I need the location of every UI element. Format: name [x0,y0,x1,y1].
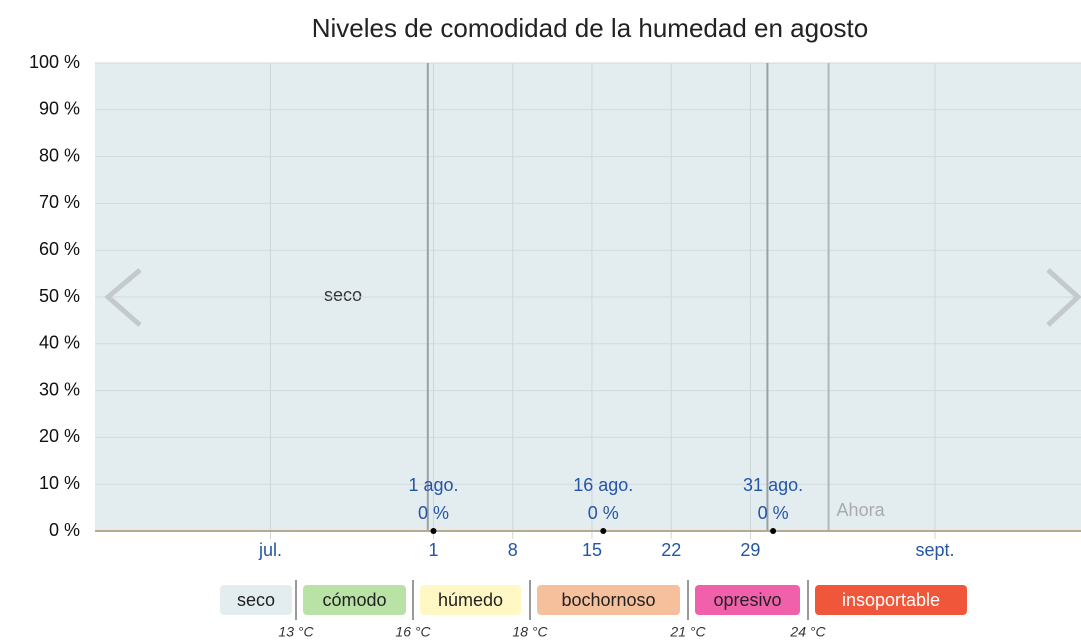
threshold-label: 24 °C [789,624,826,640]
legend-swatch [420,585,521,615]
next-arrow[interactable] [1046,268,1081,327]
data-point [600,528,607,534]
x-tick-label: 8 [508,540,518,560]
legend-label: opresivo [713,590,781,610]
y-tick-label: 10 % [39,473,80,493]
data-label: 0 % [758,503,789,523]
chart-title: Niveles de comodidad de la humedad en ag… [312,13,869,43]
threshold-label: 18 °C [512,624,548,640]
y-tick-label: 100 % [29,52,80,72]
data-label: 0 % [588,503,619,523]
threshold-label: 21 °C [669,624,706,640]
legend-swatch [303,585,406,615]
y-tick-label: 80 % [39,145,80,165]
point-date-label: 1 ago. [408,475,458,495]
legend-label: húmedo [438,590,503,610]
x-tick-label: jul. [258,540,282,560]
prev-arrow[interactable] [104,268,142,327]
x-tick-label: 29 [740,540,760,560]
y-tick-label: 90 % [39,99,80,119]
legend-label: seco [237,590,275,610]
legend-swatch [537,585,680,615]
band-label: seco [324,285,362,305]
x-tick-label: sept. [915,540,954,560]
legend-label: bochornoso [561,590,655,610]
legend-label: insoportable [842,590,940,610]
y-tick-label: 20 % [39,426,80,446]
y-tick-label: 40 % [39,333,80,353]
data-point [430,528,437,534]
data-label: 0 % [418,503,449,523]
legend-label: cómodo [322,590,386,610]
y-tick-label: 50 % [39,286,80,306]
legend-swatch [815,585,967,615]
legend-swatch [695,585,800,615]
now-label: Ahora [837,500,886,520]
y-tick-label: 0 % [49,520,80,540]
legend-swatch [220,585,292,615]
x-tick-label: 15 [582,540,602,560]
x-tick-label: 22 [661,540,681,560]
point-date-label: 16 ago. [573,475,633,495]
data-point [770,528,777,534]
y-tick-label: 60 % [39,239,80,259]
y-tick-label: 30 % [39,379,80,399]
x-tick-label: 1 [428,540,438,560]
y-tick-label: 70 % [39,192,80,212]
point-date-label: 31 ago. [743,475,803,495]
threshold-label: 16 °C [395,624,431,640]
threshold-label: 13 °C [278,624,314,640]
